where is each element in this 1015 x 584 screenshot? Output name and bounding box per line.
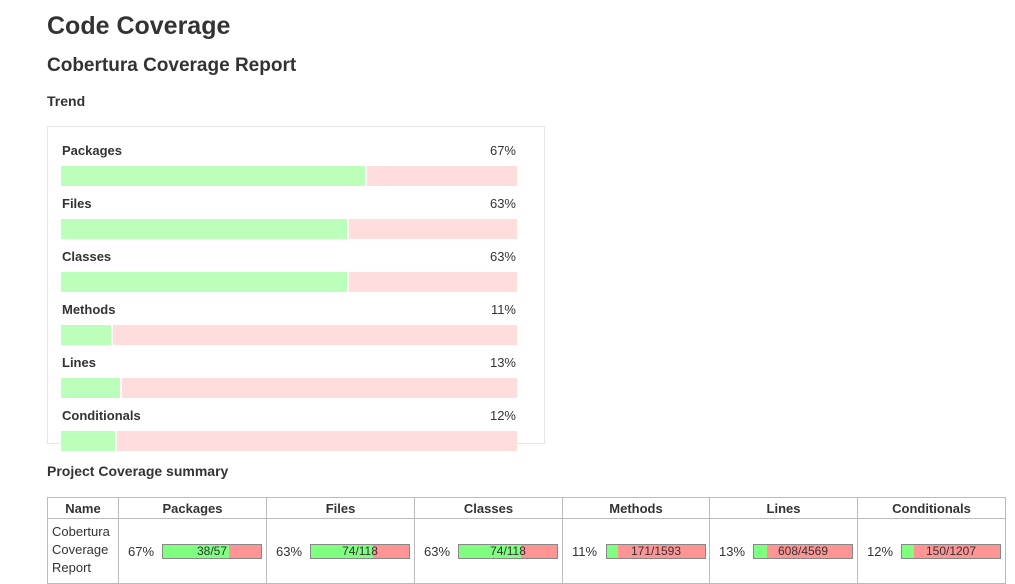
trend-percent: 67% — [489, 143, 516, 158]
trend-percent: 13% — [489, 355, 516, 370]
coverage-bar: 74/118 — [458, 543, 558, 559]
trend-row-lines: Lines 13% — [61, 346, 517, 399]
coverage-bar: 150/1207 — [901, 543, 1001, 559]
coverage-bar: 38/57 — [162, 543, 262, 559]
coverage-ratio: 150/1207 — [925, 543, 977, 558]
coverage-bar-fill — [607, 544, 618, 558]
trend-bar-covered — [61, 272, 348, 292]
trend-bar-uncovered — [112, 325, 517, 345]
trend-bar — [61, 166, 517, 186]
trend-bar-covered — [61, 378, 121, 398]
column-header-packages: Packages — [118, 497, 267, 519]
report-name-line: Report — [52, 560, 92, 575]
coverage-percent: 67% — [128, 543, 155, 559]
report-title: Cobertura Coverage Report — [47, 55, 297, 76]
coverage-ratio: 74/118 — [342, 543, 378, 558]
trend-bar-uncovered — [367, 166, 517, 186]
table-row: Cobertura Coverage Report 67% 38/57 63% … — [47, 518, 1006, 584]
trend-bar-uncovered — [349, 272, 517, 292]
classes-cell: 63% 74/118 — [414, 518, 563, 584]
coverage-ratio: 38/57 — [196, 543, 228, 558]
report-name-cell: Cobertura Coverage Report — [47, 518, 119, 584]
trend-bar — [61, 431, 517, 451]
trend-percent: 63% — [489, 249, 516, 264]
trend-row-conditionals: Conditionals 12% — [61, 399, 517, 452]
coverage-percent: 13% — [719, 543, 746, 559]
coverage-ratio: 74/118 — [490, 543, 526, 558]
trend-bar-covered — [61, 219, 348, 239]
trend-bar-uncovered — [122, 378, 517, 398]
table-header-row: Name Packages Files Classes Methods Line… — [47, 497, 1006, 519]
trend-row-methods: Methods 11% — [61, 293, 517, 346]
trend-row-packages: Packages 67% — [61, 134, 517, 187]
trend-label: Conditionals — [62, 408, 141, 423]
coverage-bar-fill — [311, 544, 373, 558]
trend-percent: 12% — [489, 408, 516, 423]
coverage-bar: 608/4569 — [753, 543, 853, 559]
trend-bar-uncovered — [349, 219, 517, 239]
column-header-methods: Methods — [562, 497, 710, 519]
coverage-bar-fill — [459, 544, 521, 558]
coverage-ratio: 608/4569 — [777, 543, 829, 558]
trend-bar-covered — [61, 166, 366, 186]
trend-row-files: Files 63% — [61, 187, 517, 240]
trend-panel: Packages 67% Files 63% Classes 63% Metho… — [47, 126, 545, 451]
trend-bar — [61, 325, 517, 345]
trend-percent: 63% — [489, 196, 516, 211]
coverage-bar-fill — [163, 544, 229, 558]
trend-label: Files — [62, 196, 92, 211]
trend-row-classes: Classes 63% — [61, 240, 517, 293]
coverage-bar-fill — [902, 544, 914, 558]
trend-bar — [61, 219, 517, 239]
coverage-bar: 171/1593 — [606, 543, 706, 559]
column-header-lines: Lines — [709, 497, 858, 519]
coverage-percent: 63% — [424, 543, 451, 559]
column-header-files: Files — [266, 497, 415, 519]
column-header-name: Name — [47, 497, 119, 519]
coverage-bar-fill — [754, 544, 767, 558]
coverage-percent: 11% — [572, 543, 598, 559]
page-title: Code Coverage — [47, 12, 231, 40]
files-cell: 63% 74/118 — [266, 518, 415, 584]
column-header-conditionals: Conditionals — [857, 497, 1006, 519]
trend-bar-uncovered — [117, 431, 517, 451]
trend-percent: 11% — [490, 302, 516, 317]
column-header-classes: Classes — [414, 497, 563, 519]
coverage-percent: 12% — [867, 543, 894, 559]
trend-label: Lines — [62, 355, 96, 370]
report-name-line: Cobertura — [52, 524, 110, 539]
report-name-line: Coverage — [52, 542, 109, 557]
trend-label: Methods — [62, 302, 116, 317]
lines-cell: 13% 608/4569 — [709, 518, 858, 584]
trend-bar — [61, 272, 517, 292]
packages-cell: 67% 38/57 — [118, 518, 267, 584]
coverage-summary-table: Name Packages Files Classes Methods Line… — [47, 497, 1006, 584]
trend-label: Packages — [62, 143, 122, 158]
coverage-ratio: 171/1593 — [630, 543, 682, 558]
trend-label: Classes — [62, 249, 112, 264]
trend-heading: Trend — [47, 93, 86, 109]
trend-bar-covered — [61, 325, 111, 345]
coverage-percent: 63% — [276, 543, 303, 559]
trend-bar — [61, 378, 517, 398]
trend-bar-covered — [61, 431, 116, 451]
methods-cell: 11% 171/1593 — [562, 518, 710, 584]
coverage-bar: 74/118 — [310, 543, 410, 559]
summary-heading: Project Coverage summary — [47, 463, 229, 479]
conditionals-cell: 12% 150/1207 — [857, 518, 1006, 584]
